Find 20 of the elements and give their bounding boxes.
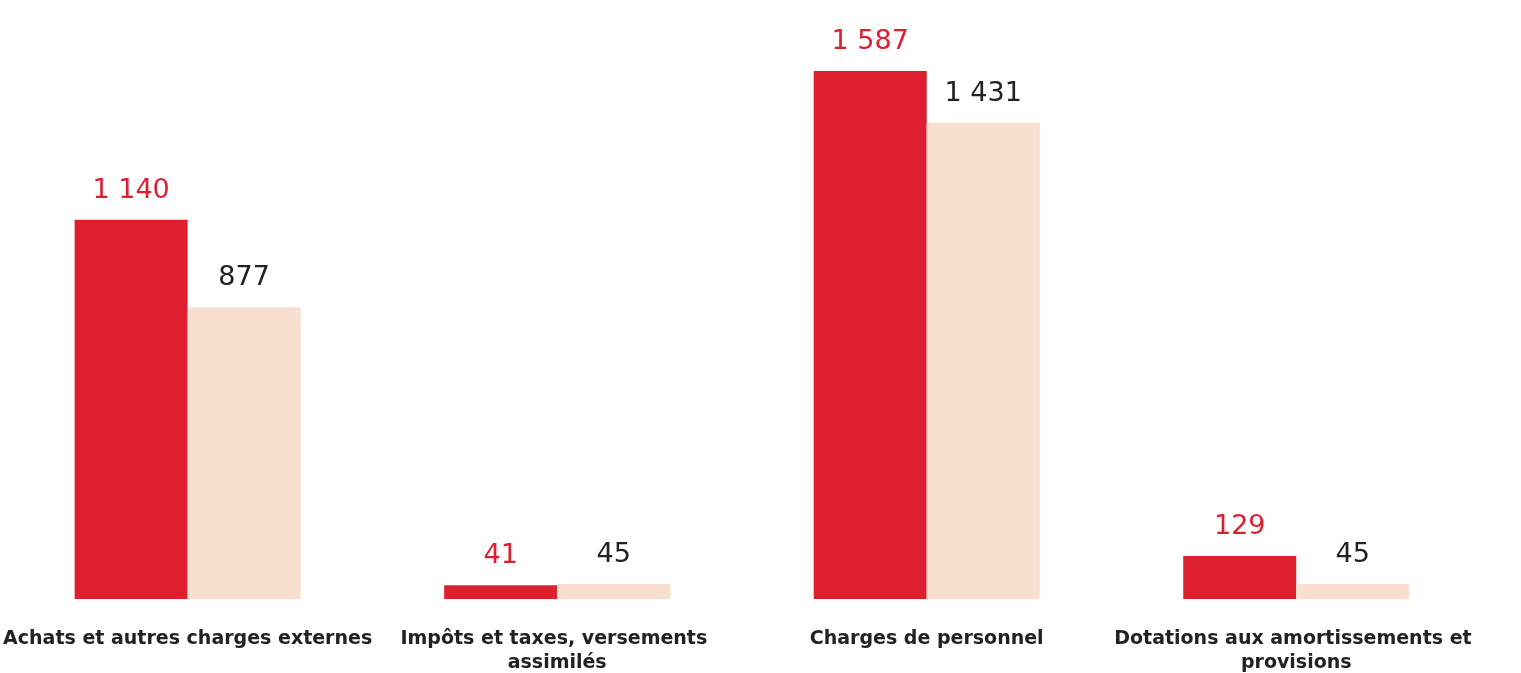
x-tick-label: Charges de personnel [809, 626, 1044, 648]
bar [926, 122, 1040, 599]
x-tick-label: Impôts et taxes, versements assimilés [400, 626, 714, 672]
bar [1183, 556, 1297, 599]
data-label: 45 [1335, 537, 1370, 569]
data-label: 1 140 [92, 172, 170, 204]
bar [187, 307, 301, 599]
data-label: 45 [596, 537, 631, 569]
data-label: 129 [1213, 509, 1266, 541]
bar [557, 584, 671, 599]
data-label: 41 [483, 538, 518, 570]
bar [813, 70, 927, 599]
bar [74, 219, 188, 599]
x-tick-label: Dotations aux amortissements et provisions [1114, 626, 1479, 672]
data-label: 1 587 [831, 23, 909, 55]
x-tick-label: Achats et autres charges externes [3, 626, 373, 648]
bar [1296, 584, 1410, 599]
data-label: 877 [218, 260, 270, 292]
bar [444, 585, 558, 599]
data-label: 1 431 [944, 75, 1022, 107]
